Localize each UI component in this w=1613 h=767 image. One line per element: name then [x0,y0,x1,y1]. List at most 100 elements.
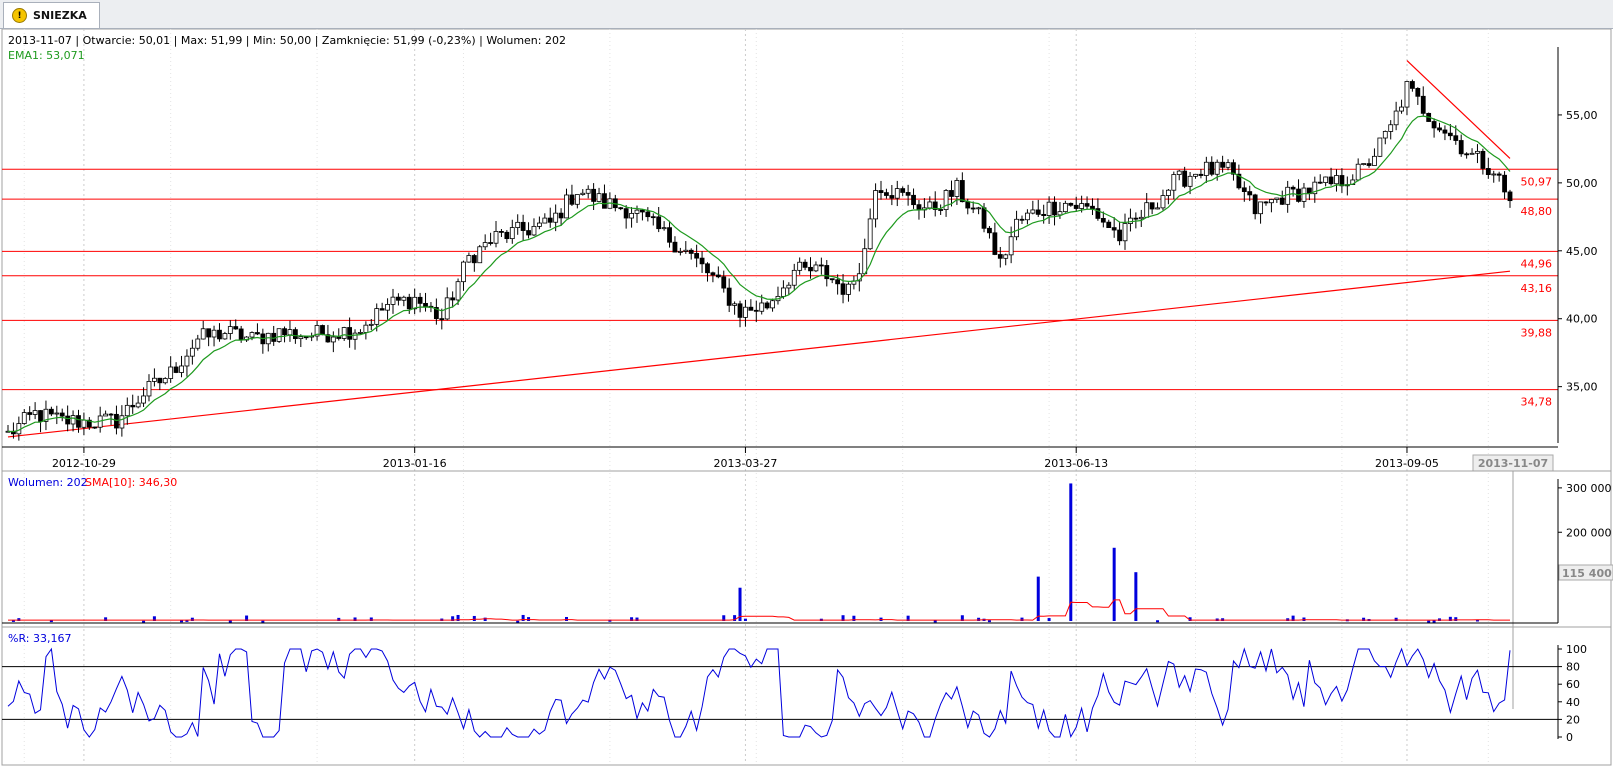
volume-tick-label: 200 000 [1566,526,1612,539]
candle-body [1317,181,1323,184]
candle-body [1203,161,1209,176]
volume-bar [1291,615,1295,621]
candle-body [406,296,412,310]
candle-body [1269,199,1274,204]
candle-body [16,423,22,435]
candle-body [1160,195,1166,209]
candle-body [515,221,521,228]
candle-body [894,188,900,199]
volume-bar [906,615,910,621]
volume-cursor-box [1558,564,1613,581]
wr-tick-label: 60 [1566,678,1580,691]
price-tick-label: 40,00 [1566,313,1598,326]
candle-body [249,332,255,338]
price-tick-label: 45,00 [1566,245,1598,258]
candle-body [1225,162,1231,168]
candle-body [677,250,683,253]
candle-body [1442,129,1448,134]
volume-bar [630,617,634,621]
volume-bar [1432,620,1436,623]
price-tick-label: 35,00 [1566,381,1598,394]
volume-bar [1134,572,1138,621]
candle-body [710,272,716,276]
sma-label: SMA[10]: 346,30 [85,476,177,489]
volume-bar [527,617,531,621]
candle-body [1258,201,1263,215]
volume-bar [1362,617,1366,621]
candle-body [1003,254,1009,259]
candle-body [76,415,81,428]
candle-body [1323,176,1329,183]
candle-body [959,180,965,203]
candle-body [86,419,92,428]
volume-bar [1475,619,1479,622]
candle-body [1252,194,1258,215]
candle-body [1171,174,1177,191]
candle-body [943,190,949,210]
wr-label: %R: 33,167 [8,632,71,645]
candle-body [81,419,87,428]
candle-body [1404,81,1410,108]
candle-body [1361,163,1366,165]
volume-bar [190,617,194,621]
wr-tick-label: 0 [1566,731,1573,744]
candle-body [396,296,401,301]
candle-body [222,333,228,340]
candle-body [818,264,824,267]
volume-bar [483,617,487,621]
candle-body [916,204,922,211]
candle-body [1372,155,1377,166]
candle-body [417,296,423,304]
candle-body [1231,162,1236,175]
candle-body [1431,121,1437,129]
support-resistance-lines: 50,97 48,80 44,96 43,16 39,88 34,78 [2,168,1558,409]
candle-body [536,222,542,227]
volume-bar [1448,616,1452,621]
candle-body [808,266,813,272]
candle-body [1149,202,1155,210]
candle-body [21,412,27,424]
candle-body [824,265,830,280]
candle-body [1458,140,1464,155]
wr-axis: 0 20 40 60 80 100 [1557,643,1587,744]
candle-body [1187,175,1193,187]
candle-body [124,404,130,417]
candle-body [650,216,656,219]
candle-body [461,261,466,283]
volume-cursor-value: 115 400 [1562,567,1612,580]
candle-body [368,323,374,326]
candle-body [455,281,461,301]
chart-tab[interactable]: ! SNIEZKA [3,2,100,28]
candle-body [1062,202,1068,213]
candle-body [1057,211,1063,216]
candle-body [1247,191,1253,196]
candle-body [103,413,109,417]
candle-body [1117,229,1122,242]
volume-bar [733,615,737,621]
candle-body [477,246,483,264]
candle-body [889,195,895,199]
candle-body [1073,204,1079,209]
candle-body [1144,202,1150,218]
candle-body [1198,173,1204,176]
wr-line [7,647,1511,739]
candle-body [965,201,971,209]
candle-body [694,253,700,259]
candle-body [1095,208,1101,219]
candle-body [1019,218,1025,221]
candle-body [1030,209,1036,214]
candle-body [623,208,629,219]
candle-body [585,188,591,194]
candle-body [1014,218,1019,238]
volume-bar [841,615,845,621]
candle-body [1475,150,1480,154]
candle-body [59,412,65,417]
candle-body [1382,131,1388,139]
candle-body [900,188,906,193]
candle-body [1128,217,1133,224]
candle-body [1236,173,1242,189]
candle-body [715,274,721,278]
candle-body [1214,161,1220,175]
volume-panel: Wolumen: 202 SMA[10]: 346,30 100 000200 … [2,470,1613,624]
candle-body [1285,186,1291,205]
